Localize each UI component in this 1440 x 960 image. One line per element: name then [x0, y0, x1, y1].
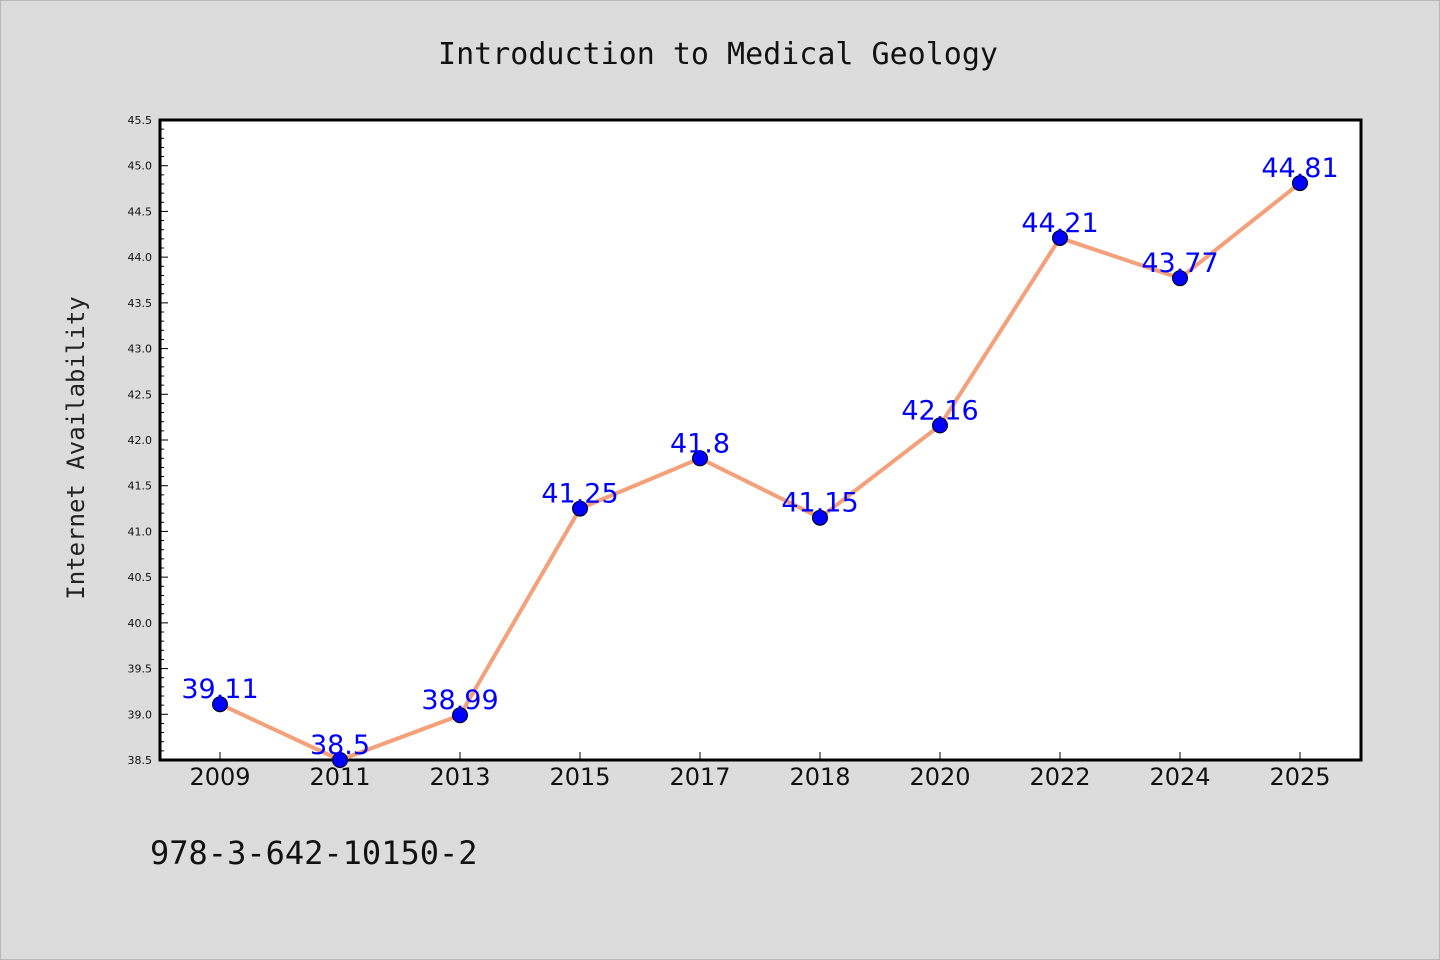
y-tick-label: 44.0: [128, 251, 153, 264]
y-tick-label: 40.5: [128, 571, 153, 584]
x-tick-label: 2018: [789, 763, 850, 791]
data-point: [332, 752, 348, 768]
data-point: [1292, 175, 1308, 192]
data-point: [212, 696, 228, 713]
data-label: 43.77: [1141, 248, 1218, 279]
data-label: 41.8: [670, 428, 730, 459]
y-tick-label: 40.0: [128, 617, 153, 630]
plot-area: [158, 118, 1363, 762]
x-tick-label: 2025: [1269, 763, 1330, 791]
data-label: 39.11: [181, 674, 258, 705]
data-label: 41.25: [541, 479, 618, 510]
x-tick-label: 2013: [429, 763, 490, 791]
axis-ticks: 38.5 39.0 39.5 40.0 40.5 41.0 41.5 42.0 42.5 43.0…: [128, 114, 1331, 791]
isbn-footer: 978-3-642-10150-2: [150, 834, 478, 872]
data-point: [1172, 270, 1188, 287]
data-point: [572, 500, 588, 517]
data-label: 44.21: [1021, 208, 1098, 239]
x-tick-label: 2020: [909, 763, 970, 791]
y-tick-label: 38.5: [128, 754, 153, 767]
x-tick-label: 2017: [669, 763, 730, 791]
y-tick-label: 44.5: [128, 205, 153, 218]
data-label: 38.99: [421, 685, 498, 716]
y-tick-label: 43.0: [128, 343, 153, 356]
data-point: [812, 509, 828, 526]
series-line: [219, 181, 1302, 762]
data-point: [1052, 229, 1068, 246]
x-tick-label: 2022: [1029, 763, 1090, 791]
y-tick-label: 45.0: [128, 160, 153, 173]
data-point: [692, 450, 708, 467]
data-label: 44.81: [1261, 153, 1338, 184]
data-label: 41.15: [781, 488, 858, 519]
y-tick-label: 41.0: [128, 525, 153, 538]
data-label: 38.5: [310, 730, 370, 761]
y-tick-label: 42.0: [128, 434, 153, 447]
y-tick-label: 41.5: [128, 480, 153, 493]
data-point: [452, 707, 468, 724]
data-labels: 39.11 38.5 38.99 41.25 41.8 41.15 42.16 44.21 43…: [181, 153, 1338, 761]
y-axis-label: Internet Availability: [62, 296, 90, 599]
y-tick-label: 43.5: [128, 297, 153, 310]
x-tick-label: 2024: [1149, 763, 1210, 791]
data-label: 42.16: [901, 395, 978, 426]
y-tick-label: 39.5: [128, 663, 153, 676]
data-point: [932, 417, 948, 434]
x-tick-label: 2009: [189, 763, 250, 791]
y-tick-label: 39.0: [128, 708, 153, 721]
y-tick-label: 45.5: [128, 114, 153, 127]
chart-title: Introduction to Medical Geology: [438, 37, 998, 72]
x-tick-label: 2015: [549, 763, 610, 791]
y-tick-label: 42.5: [128, 388, 153, 401]
series-layer: [212, 175, 1308, 768]
